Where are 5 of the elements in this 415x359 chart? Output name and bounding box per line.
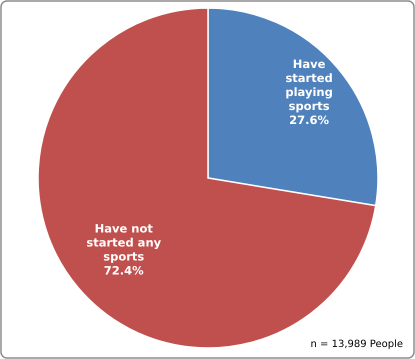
data-label: 27.6% xyxy=(289,113,330,128)
data-label: 72.4% xyxy=(104,264,144,278)
slice-label: Have not started any sports xyxy=(86,222,162,264)
text: n = 13,989 People xyxy=(310,339,403,350)
slice-label: Have started playing sports xyxy=(285,57,333,114)
